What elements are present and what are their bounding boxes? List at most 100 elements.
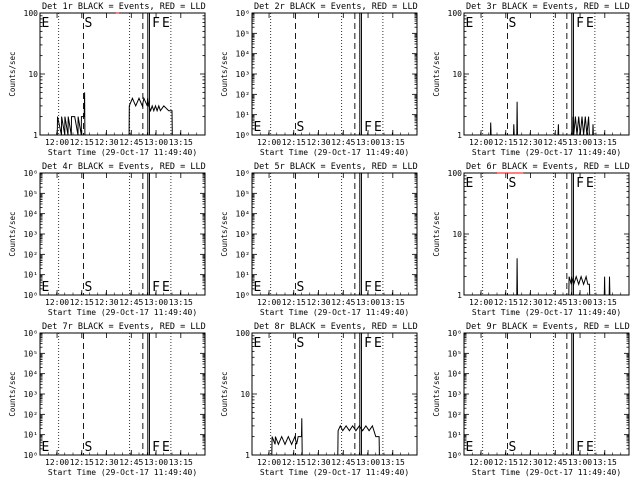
x-tick-label: 13:00 <box>568 458 592 467</box>
y-axis-label: Counts/sec <box>8 211 17 256</box>
y-tick-label: 10⁶ <box>448 329 462 338</box>
y-tick-label: 100 <box>24 9 39 18</box>
y-tick-label: 10⁶ <box>24 329 38 338</box>
x-tick-label: 13:00 <box>356 458 380 467</box>
phase-marker-label: E <box>466 440 474 455</box>
phase-marker-label: S <box>508 440 516 455</box>
panel-title: Det 5r BLACK = Events, RED = LLD <box>254 162 418 172</box>
x-tick-label: 12:15 <box>494 458 518 467</box>
panel-title: Det 9r BLACK = Events, RED = LLD <box>466 322 630 332</box>
y-tick-label: 10³ <box>236 230 250 239</box>
x-tick-label: 12:00 <box>469 298 493 307</box>
y-tick-label: 10 <box>452 70 462 79</box>
events-rate-series <box>271 418 380 456</box>
y-tick-label: 10² <box>236 90 250 99</box>
phase-marker-label: E <box>42 16 50 31</box>
x-axis-label: Start Time (29-Oct-17 11:49:40) <box>260 308 409 317</box>
y-axis-label: Counts/sec <box>220 371 229 416</box>
y-tick-label: 1 <box>457 291 462 300</box>
x-tick-label: 13:00 <box>144 298 168 307</box>
phase-marker-label: S <box>84 16 92 31</box>
y-tick-label: 10¹ <box>236 111 250 120</box>
phase-marker-label: E <box>586 176 594 191</box>
x-tick-label: 12:30 <box>95 138 119 147</box>
x-tick-label: 12:15 <box>70 458 94 467</box>
events-rate-series <box>516 258 611 296</box>
x-tick-label: 12:00 <box>469 458 493 467</box>
x-tick-label: 13:15 <box>381 458 405 467</box>
x-tick-label: 12:45 <box>119 298 143 307</box>
phase-marker-label: E <box>162 440 170 455</box>
y-tick-label: 1 <box>33 131 38 140</box>
y-tick-label: 10⁵ <box>448 349 462 358</box>
x-tick-label: 12:30 <box>519 138 543 147</box>
phase-marker-label: E <box>162 280 170 295</box>
x-axis-label: Start Time (29-Oct-17 11:49:40) <box>472 308 621 317</box>
phase-marker-label: S <box>296 336 304 351</box>
y-tick-label: 100 <box>236 329 251 338</box>
y-tick-label: 10¹ <box>236 271 250 280</box>
detector-panel: Det 5r BLACK = Events, RED = LLD 10⁰ 10¹ 10… <box>220 162 418 317</box>
panel-title: Det 3r BLACK = Events, RED = LLD <box>466 2 630 12</box>
phase-marker-label: E <box>42 440 50 455</box>
x-tick-label: 13:00 <box>356 298 380 307</box>
y-tick-label: 10⁵ <box>24 189 38 198</box>
x-tick-label: 12:30 <box>95 298 119 307</box>
y-axis-label: Counts/sec <box>220 211 229 256</box>
phase-marker-label: E <box>374 120 382 135</box>
phase-marker-label: S <box>296 280 304 295</box>
x-tick-label: 13:15 <box>381 298 405 307</box>
x-axis-label: Start Time (29-Oct-17 11:49:40) <box>472 468 621 477</box>
x-tick-label: 13:15 <box>169 298 193 307</box>
x-tick-label: 12:45 <box>119 458 143 467</box>
phase-marker-label: E <box>254 120 262 135</box>
events-rate-series <box>489 101 594 136</box>
x-tick-label: 12:30 <box>307 458 331 467</box>
y-tick-label: 10⁵ <box>236 29 250 38</box>
detector-panel: Det 2r BLACK = Events, RED = LLD 10⁰ 10¹ 10… <box>220 2 418 157</box>
panel-title: Det 7r BLACK = Events, RED = LLD <box>42 322 206 332</box>
y-tick-label: 10⁵ <box>236 189 250 198</box>
x-tick-label: 12:45 <box>543 298 567 307</box>
x-tick-label: 13:15 <box>593 138 617 147</box>
panel-title: Det 4r BLACK = Events, RED = LLD <box>42 162 206 172</box>
y-tick-label: 10 <box>452 230 462 239</box>
y-tick-label: 10⁴ <box>236 50 250 59</box>
y-tick-label: 10 <box>240 390 250 399</box>
phase-marker-label: F <box>576 440 584 455</box>
y-tick-label: 10⁴ <box>448 370 462 379</box>
x-tick-label: 12:45 <box>119 138 143 147</box>
phase-marker-label: S <box>84 280 92 295</box>
x-tick-label: 12:00 <box>45 298 69 307</box>
phase-marker-label: S <box>508 176 516 191</box>
x-axis-label: Start Time (29-Oct-17 11:49:40) <box>48 308 197 317</box>
x-tick-label: 13:00 <box>144 458 168 467</box>
x-tick-label: 13:00 <box>568 138 592 147</box>
x-axis-label: Start Time (29-Oct-17 11:49:40) <box>48 148 197 157</box>
x-axis-label: Start Time (29-Oct-17 11:49:40) <box>260 468 409 477</box>
phase-marker-label: F <box>576 176 584 191</box>
phase-marker-label: F <box>364 280 372 295</box>
y-tick-label: 1 <box>245 451 250 460</box>
phase-marker-label: S <box>296 120 304 135</box>
x-tick-label: 13:00 <box>356 138 380 147</box>
x-tick-label: 12:45 <box>543 138 567 147</box>
y-tick-label: 10³ <box>236 70 250 79</box>
plot-frame <box>39 332 206 456</box>
y-tick-label: 10⁶ <box>236 169 250 178</box>
y-tick-label: 10³ <box>448 390 462 399</box>
detector-panel: Det 1r BLACK = Events, RED = LLD 1 10 100 Co… <box>8 2 206 157</box>
x-tick-label: 12:15 <box>282 138 306 147</box>
y-tick-label: 10⁰ <box>448 451 462 460</box>
x-tick-label: 12:30 <box>519 458 543 467</box>
phase-marker-label: F <box>364 336 372 351</box>
detector-panel: Det 8r BLACK = Events, RED = LLD 1 10 100 Co… <box>220 322 418 477</box>
x-axis-label: Start Time (29-Oct-17 11:49:40) <box>260 148 409 157</box>
phase-marker-label: F <box>152 16 160 31</box>
x-tick-label: 12:15 <box>494 298 518 307</box>
panel-title: Det 6r BLACK = Events, RED = LLD <box>466 162 630 172</box>
x-tick-label: 13:00 <box>144 138 168 147</box>
y-tick-label: 10⁰ <box>24 451 38 460</box>
phase-marker-label: F <box>152 280 160 295</box>
x-tick-label: 13:15 <box>169 138 193 147</box>
